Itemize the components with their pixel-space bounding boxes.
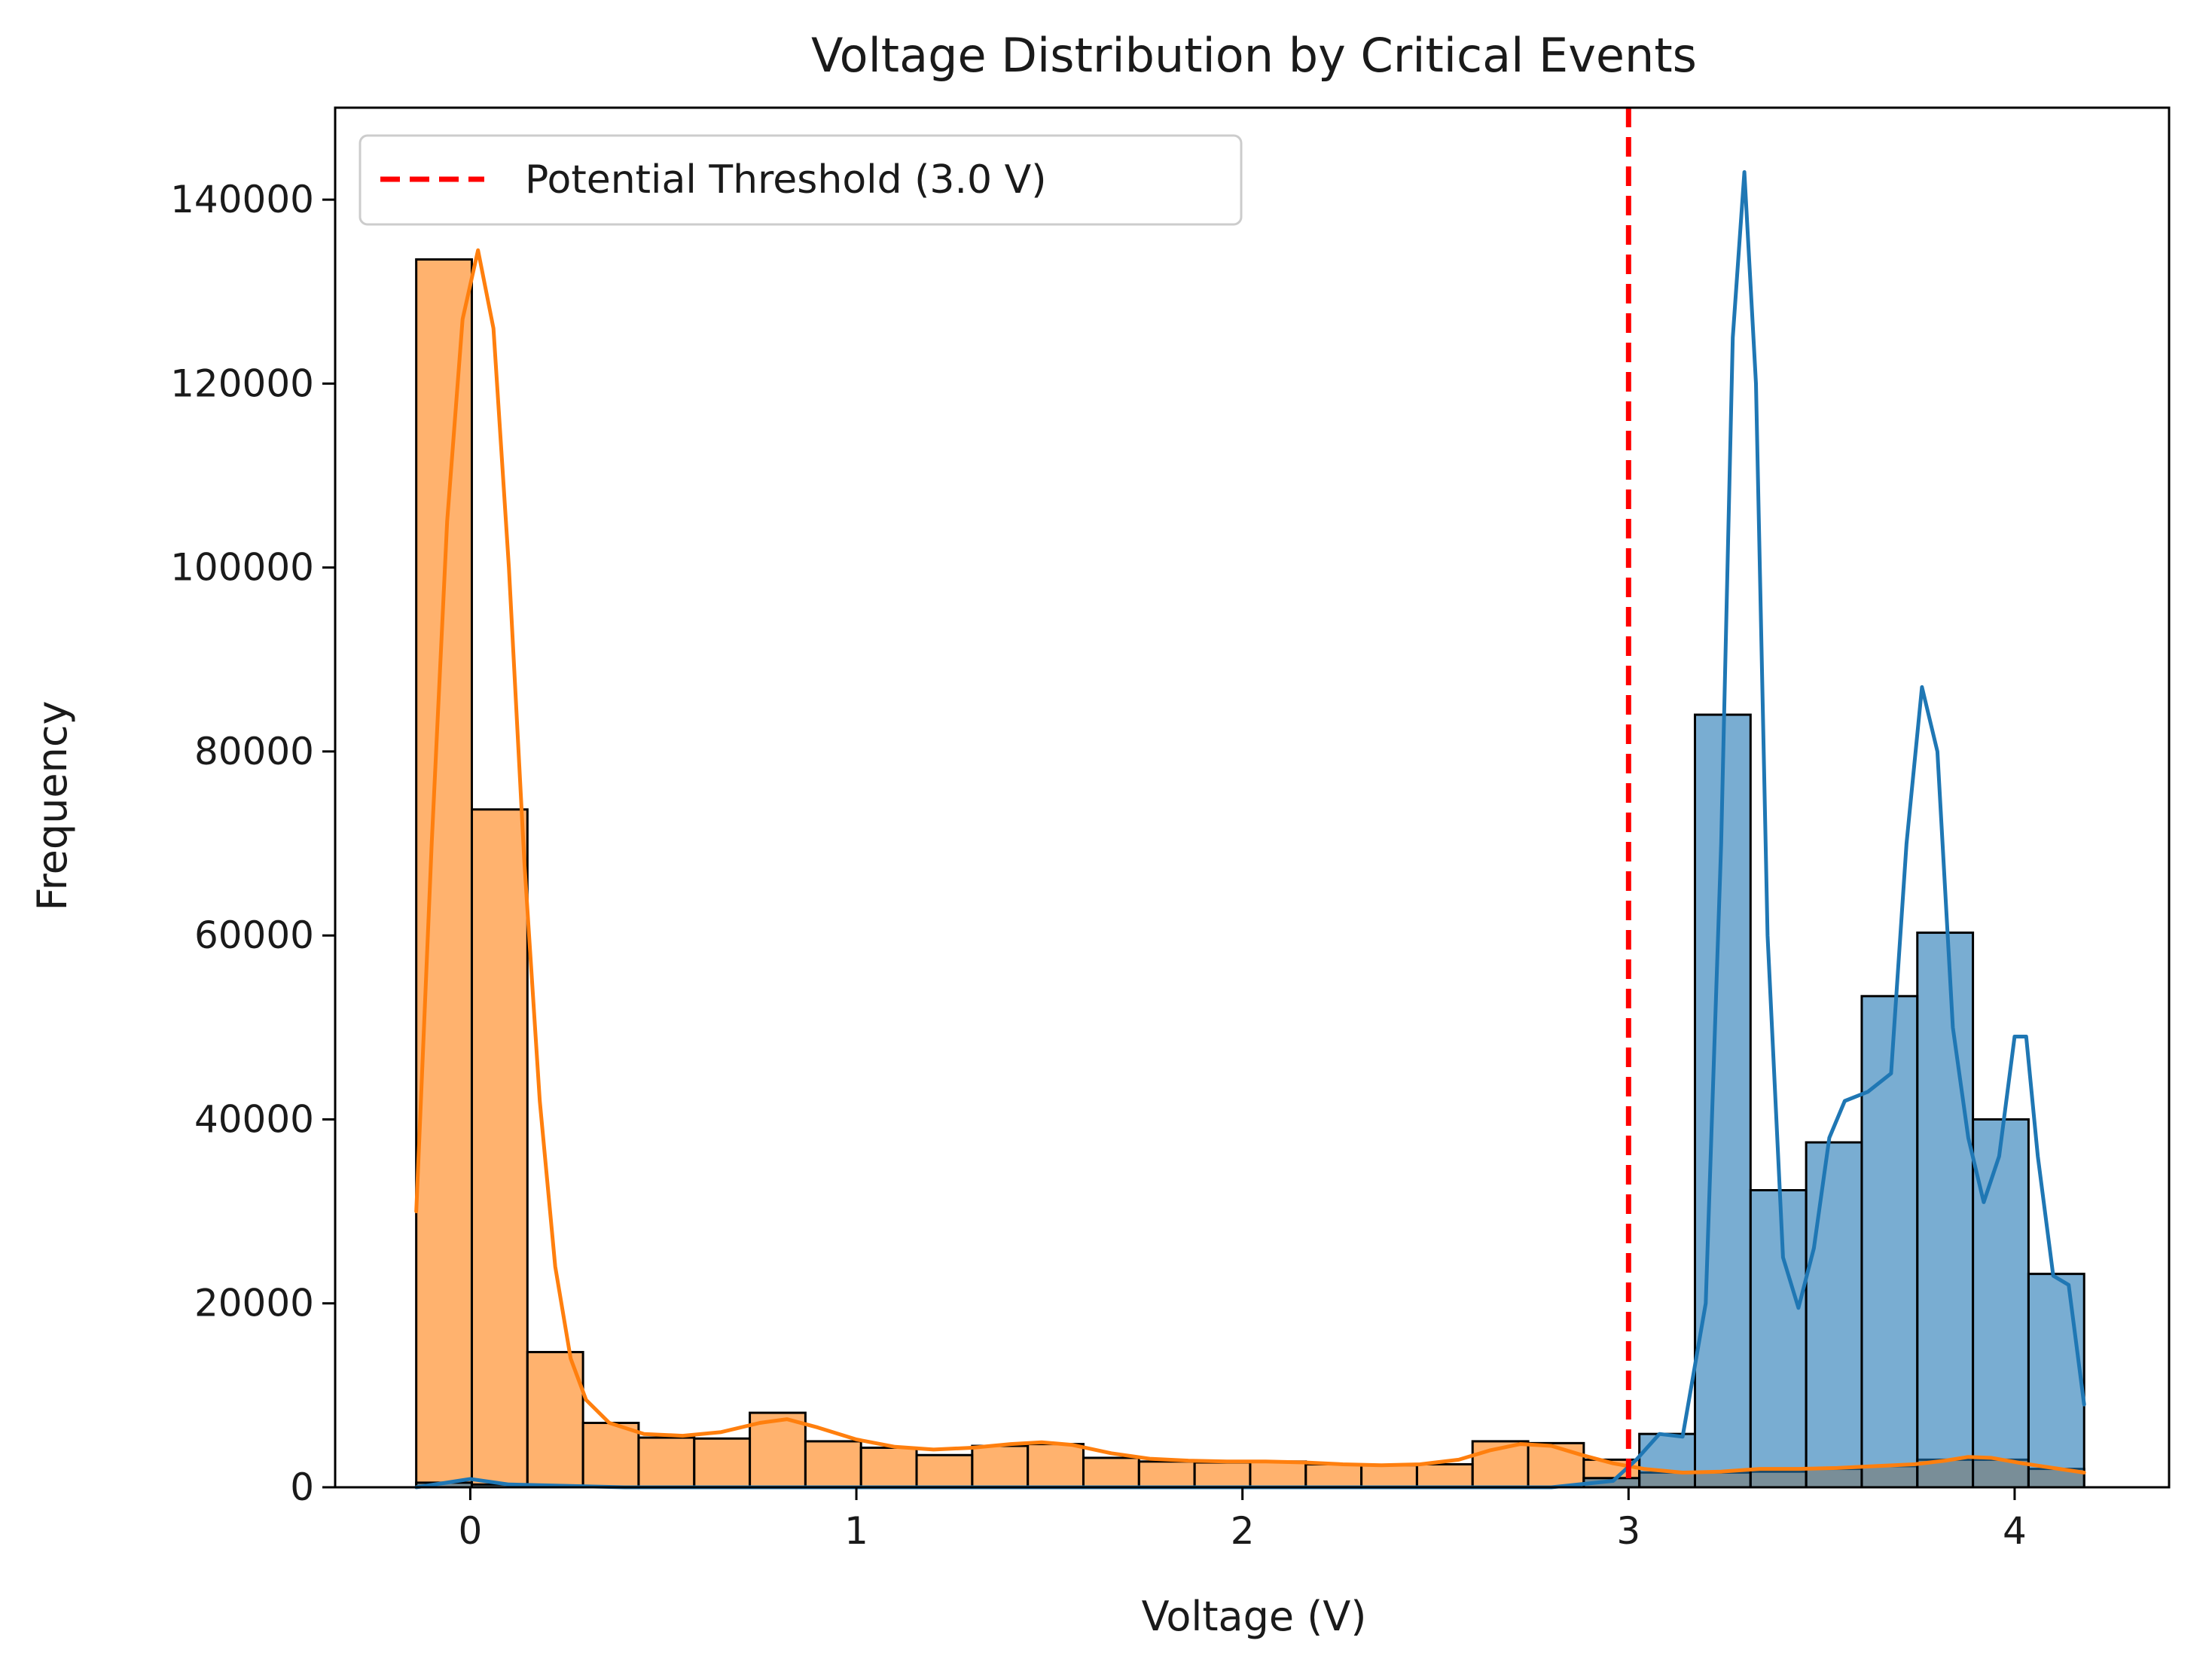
x-tick-label: 3: [1616, 1509, 1640, 1553]
y-tick-label: 140000: [170, 178, 314, 221]
histogram-bar: [1860, 995, 1919, 1489]
histogram-bar: [1638, 1432, 1696, 1489]
legend-box: [358, 134, 1243, 226]
legend-threshold-label: Potential Threshold (3.0 V): [525, 157, 1047, 203]
chart-title: Voltage Distribution by Critical Events: [811, 28, 1697, 83]
y-tick-label: 100000: [170, 546, 314, 590]
x-tick-label: 0: [459, 1509, 483, 1553]
y-axis-ticks: 0 20000 40000 60000 80000 100000 120000 140000: [170, 178, 335, 1509]
histogram-bar: [915, 1453, 974, 1489]
histogram-bar: [470, 808, 529, 1489]
histogram-bar: [859, 1446, 918, 1489]
y-tick-label: 0: [290, 1465, 314, 1509]
histogram-bar: [1027, 1443, 1085, 1489]
y-tick-label: 60000: [194, 913, 314, 957]
histogram-bar: [1972, 1118, 2030, 1489]
histogram-bar: [1805, 1141, 1863, 1489]
histogram-bar: [1360, 1464, 1418, 1489]
histogram-bar: [1415, 1462, 1474, 1489]
kde-line: [414, 248, 2086, 1474]
histogram-bar: [1082, 1456, 1140, 1489]
histogram-bar: [1749, 1189, 1808, 1489]
y-tick-label: 20000: [194, 1282, 314, 1325]
x-tick-label: 2: [1231, 1509, 1255, 1553]
x-tick-label: 1: [844, 1509, 868, 1553]
histogram-bar: [2027, 1273, 2085, 1489]
y-tick-label: 40000: [194, 1097, 314, 1141]
x-tick-label: 4: [2003, 1509, 2027, 1553]
histogram-bar: [1249, 1460, 1307, 1489]
x-axis-ticks: 0 1 2 3 4: [459, 1487, 2027, 1553]
histogram-bar: [1137, 1460, 1196, 1489]
histogram-bar: [1916, 932, 1975, 1489]
histogram-bar: [693, 1437, 752, 1489]
histogram-bar: [971, 1444, 1030, 1489]
plot-frame: [334, 106, 2171, 1489]
x-axis-label: Voltage (V): [1142, 1593, 1367, 1640]
histogram-bar: [415, 258, 473, 1489]
legend: Potential Threshold (3.0 V): [358, 134, 1243, 226]
histogram-bar: [1304, 1462, 1363, 1489]
y-axis-label: Frequency: [29, 701, 76, 911]
y-tick-label: 80000: [194, 730, 314, 773]
histogram-bar: [581, 1422, 640, 1489]
y-tick-label: 120000: [170, 361, 314, 405]
histogram-bar: [1193, 1461, 1252, 1489]
histogram-bar: [1527, 1441, 1585, 1489]
histogram-bar: [526, 1350, 584, 1489]
histogram-bar: [637, 1436, 696, 1489]
histogram-bar: [804, 1440, 862, 1489]
